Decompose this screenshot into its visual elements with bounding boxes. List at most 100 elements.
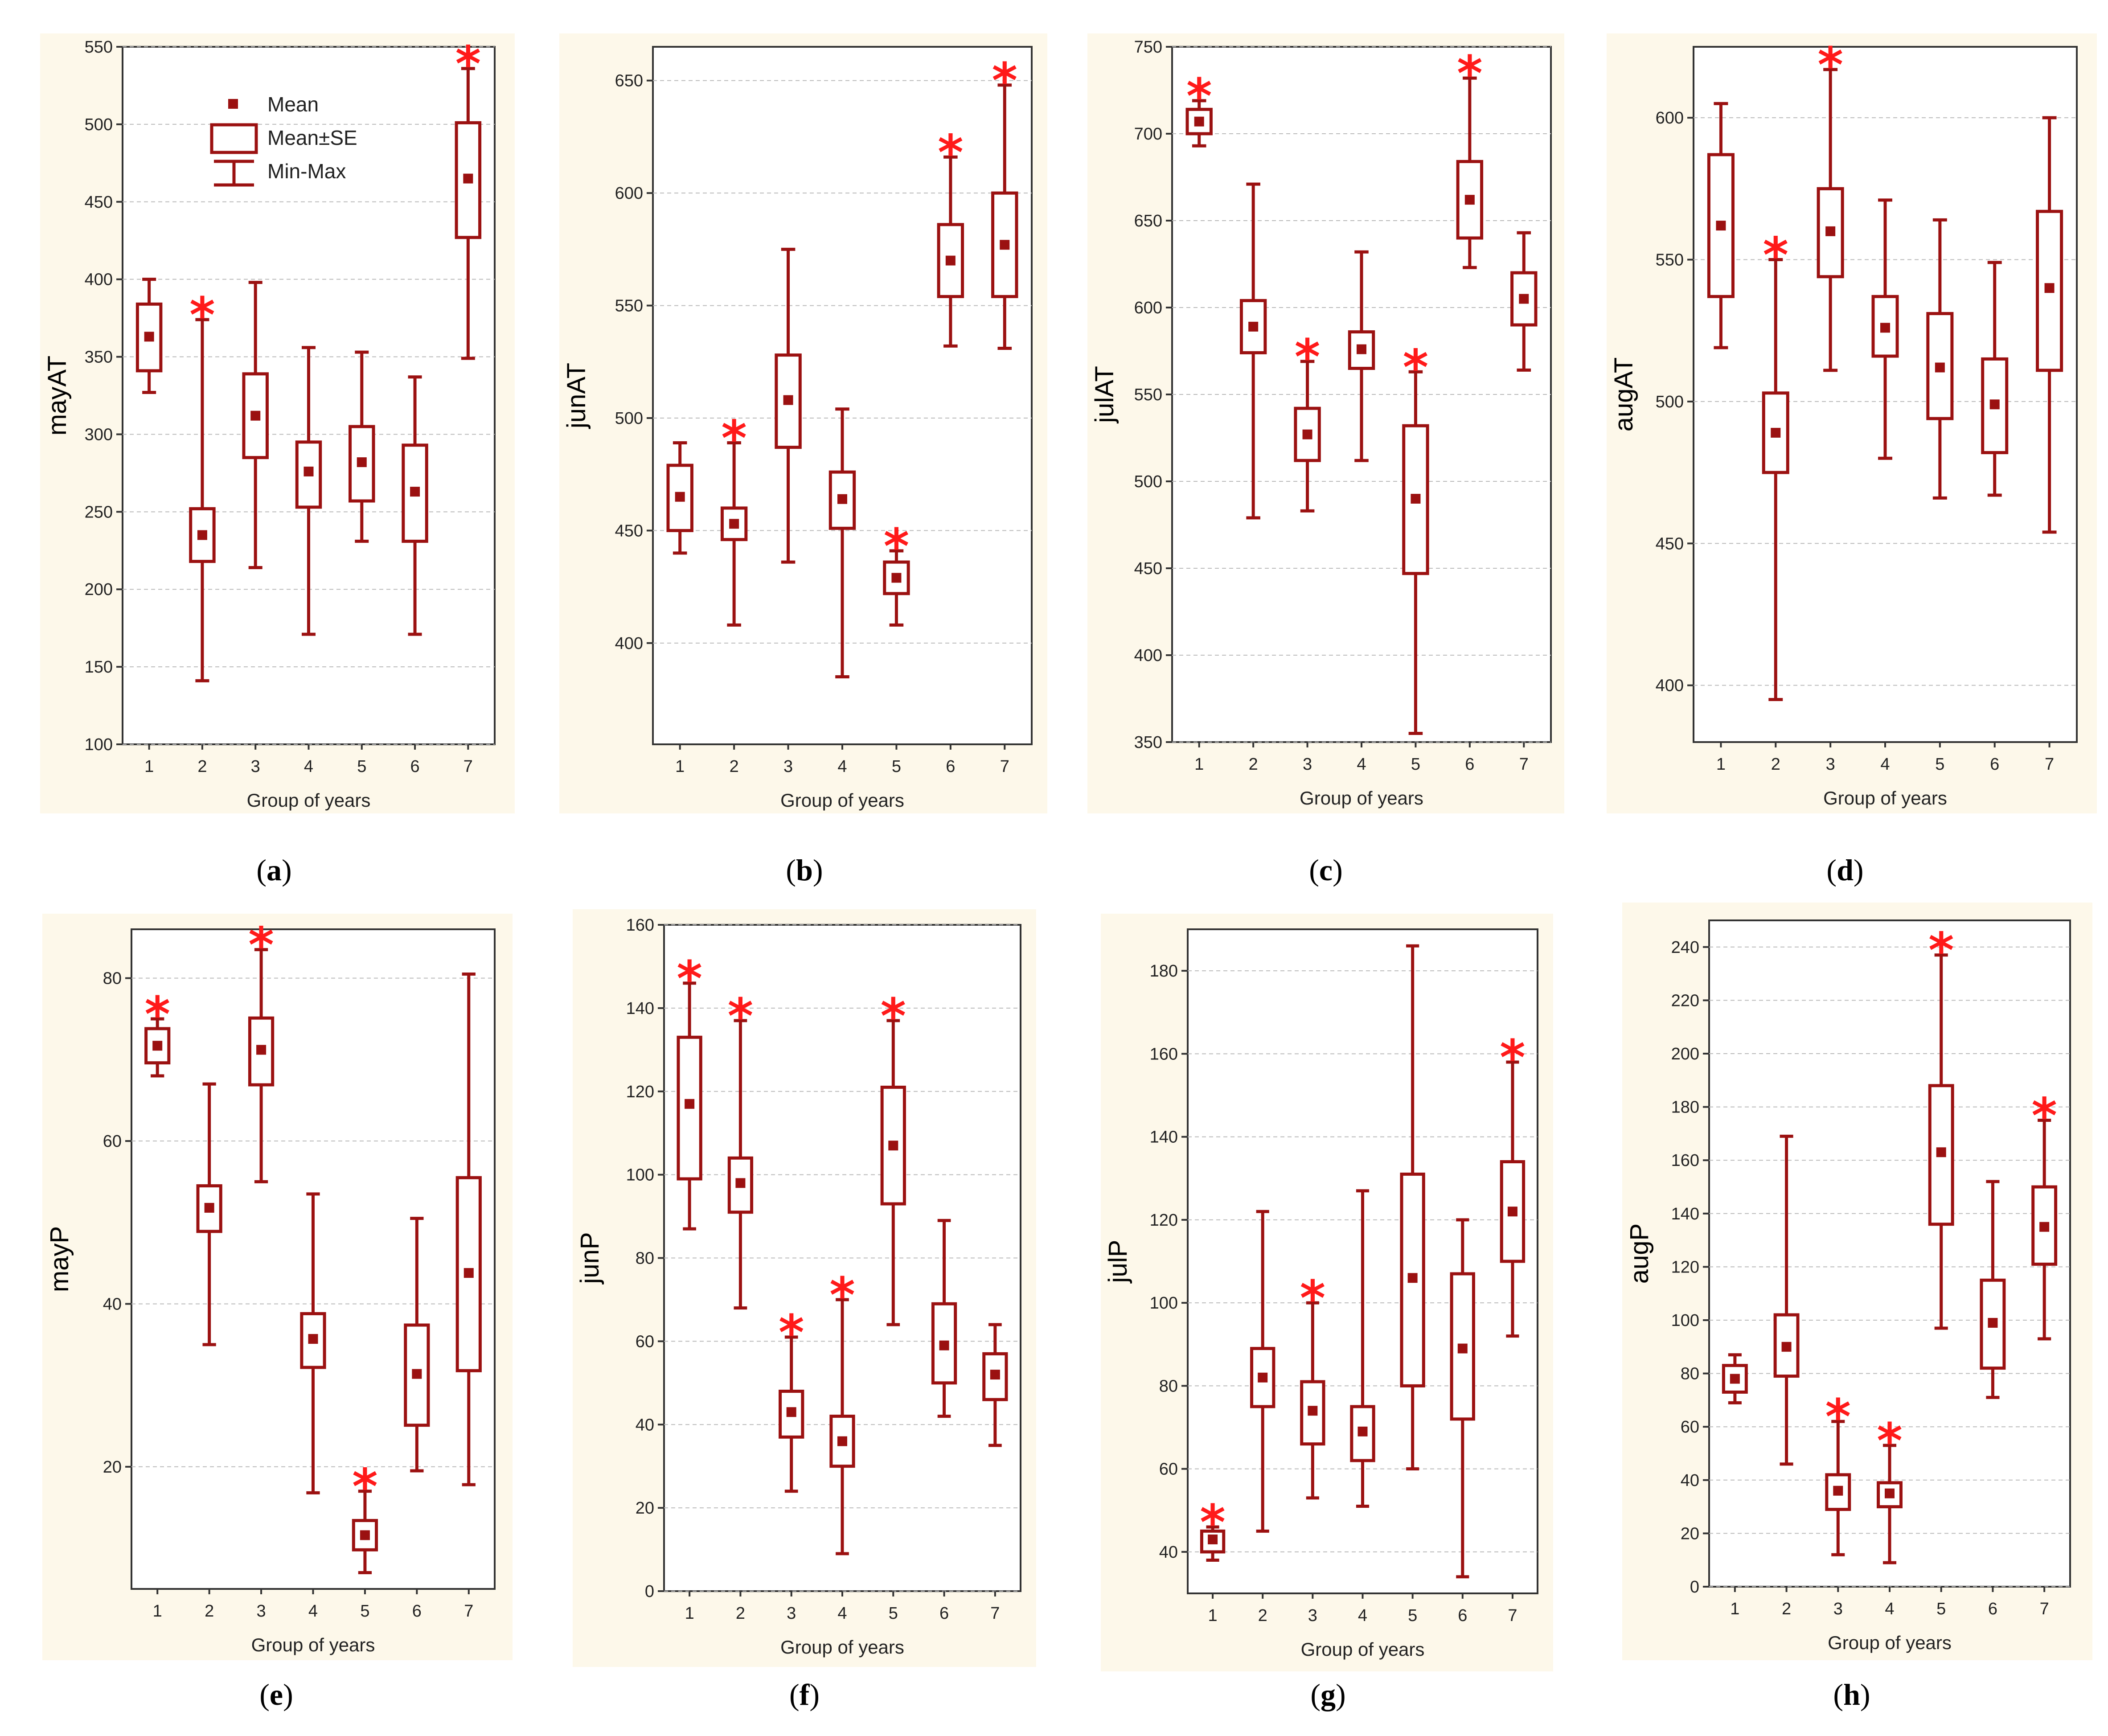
- x-axis-label: Group of years: [1823, 788, 1947, 808]
- x-tick-label: 3: [787, 1604, 796, 1623]
- mean-marker: [1880, 323, 1890, 333]
- box-group-5: *: [881, 988, 906, 1326]
- mean-marker: [1833, 1486, 1843, 1496]
- y-axis-label: junP: [575, 1232, 604, 1285]
- y-tick-label: 100: [1671, 1311, 1699, 1330]
- mean-marker: [891, 573, 902, 583]
- x-tick-label: 3: [257, 1602, 266, 1621]
- box-group-6: [1981, 261, 2009, 497]
- mean-marker: [685, 1099, 695, 1109]
- x-tick-label: 4: [308, 1602, 318, 1621]
- mean-marker: [204, 1202, 214, 1213]
- box-group-1: [1707, 102, 1735, 349]
- legend-minmax-label: Min-Max: [267, 160, 346, 183]
- y-axis-label: mayP: [45, 1226, 74, 1292]
- x-tick-label: 6: [412, 1602, 422, 1621]
- panel-h: 0 20 40 60 80 100 120 140 160 180 200 220 240 1 2 3 4 5 6 7…: [1622, 903, 2092, 1711]
- mean-marker: [990, 1370, 1000, 1380]
- x-axis-label: Group of years: [251, 1634, 375, 1655]
- y-tick-label: 40: [1681, 1471, 1699, 1490]
- x-axis-label: Group of years: [780, 790, 904, 811]
- x-tick-label: 2: [1249, 755, 1258, 774]
- box-group-3: *: [248, 917, 275, 1183]
- x-tick-label: 1: [1730, 1600, 1739, 1618]
- y-tick-label: 450: [615, 521, 643, 540]
- box-group-4: [1348, 250, 1375, 462]
- box-group-5: [1400, 944, 1425, 1471]
- y-tick-label: 400: [1134, 646, 1162, 665]
- y-tick-label: 120: [626, 1083, 654, 1101]
- box-group-6: *: [1456, 45, 1484, 269]
- x-tick-label: 5: [889, 1604, 898, 1623]
- x-tick-label: 4: [1358, 1606, 1367, 1625]
- panel-caption: (f): [789, 1678, 820, 1711]
- x-tick-label: 5: [357, 757, 366, 776]
- x-tick-label: 3: [1308, 1606, 1317, 1625]
- y-tick-label: 80: [1159, 1377, 1178, 1395]
- y-axis-label: junAT: [562, 363, 591, 429]
- x-tick-label: 2: [205, 1602, 214, 1621]
- x-tick-label: 4: [1357, 755, 1366, 774]
- x-tick-label: 4: [1880, 755, 1890, 774]
- y-tick-label: 180: [1671, 1098, 1699, 1117]
- mean-marker: [939, 1340, 949, 1350]
- significance-star: *: [2031, 1088, 2057, 1145]
- x-tick-label: 3: [1826, 755, 1835, 774]
- mean-marker: [1885, 1488, 1895, 1498]
- mean-marker: [1464, 195, 1475, 205]
- y-tick-label: 80: [103, 969, 122, 988]
- panel-f: 0 20 40 60 80 100 120 140 160 1 2 3 4 5 6 7 Group of yea…: [573, 909, 1036, 1711]
- mean-marker: [837, 494, 847, 504]
- mean-marker: [1194, 116, 1204, 127]
- mean-marker: [1936, 1147, 1946, 1157]
- panel-d: 400 450 500 550 600 1 2 3 4 5 6 7 Group of years augA…: [1607, 33, 2097, 887]
- mean-marker: [412, 1369, 422, 1379]
- box-group-5: [349, 350, 375, 543]
- box-group-6: [1980, 1180, 2006, 1399]
- box-group-4: [295, 346, 322, 636]
- y-tick-label: 220: [1671, 991, 1699, 1010]
- y-tick-label: 150: [85, 658, 113, 677]
- significance-star: *: [779, 1304, 804, 1361]
- mean-marker: [1248, 321, 1259, 332]
- y-tick-label: 20: [636, 1499, 654, 1518]
- se-box: [1300, 1380, 1325, 1446]
- mean-marker: [1407, 1273, 1418, 1283]
- box-group-3: [775, 247, 802, 564]
- legend-se-box: [210, 123, 258, 154]
- panel-g: 40 60 80 100 120 140 160 180 1 2 3 4 5 6 7 Group of yea…: [1101, 914, 1553, 1711]
- significance-star: *: [1186, 68, 1212, 125]
- mean-marker: [303, 466, 314, 476]
- significance-star: *: [1877, 1412, 1903, 1469]
- se-box: [1500, 1160, 1526, 1263]
- box-group-3: *: [779, 1304, 804, 1493]
- y-tick-label: 600: [1134, 299, 1162, 317]
- mean-marker: [197, 530, 207, 540]
- x-tick-label: 6: [1465, 755, 1474, 774]
- box-group-1: [1722, 1353, 1748, 1404]
- significance-star: *: [829, 1267, 855, 1324]
- y-tick-label: 650: [1134, 212, 1162, 230]
- x-tick-label: 1: [1716, 755, 1726, 774]
- y-tick-label: 120: [1150, 1211, 1178, 1230]
- panel-e: 20 40 60 80 1 2 3 4 5 6 7 Group of years mayP * * * (e): [42, 914, 513, 1711]
- panel-caption: (b): [786, 853, 823, 887]
- mean-marker: [308, 1334, 318, 1344]
- mean-marker: [1000, 240, 1010, 250]
- significance-star: *: [1825, 1388, 1851, 1445]
- y-tick-label: 550: [85, 38, 113, 57]
- panel-caption: (c): [1309, 853, 1343, 887]
- y-tick-label: 0: [645, 1582, 654, 1601]
- box-group-2: *: [189, 287, 216, 682]
- y-tick-label: 450: [1656, 534, 1684, 553]
- mean-marker: [1989, 399, 2000, 410]
- mean-marker: [152, 1041, 163, 1051]
- x-tick-label: 5: [1408, 1606, 1417, 1625]
- box-group-6: [1450, 1218, 1475, 1579]
- mean-marker: [360, 1530, 370, 1540]
- y-tick-label: 400: [85, 271, 113, 289]
- y-tick-label: 400: [1656, 677, 1684, 695]
- y-tick-label: 700: [1134, 125, 1162, 144]
- x-tick-label: 2: [197, 757, 207, 776]
- mean-marker: [2044, 283, 2055, 293]
